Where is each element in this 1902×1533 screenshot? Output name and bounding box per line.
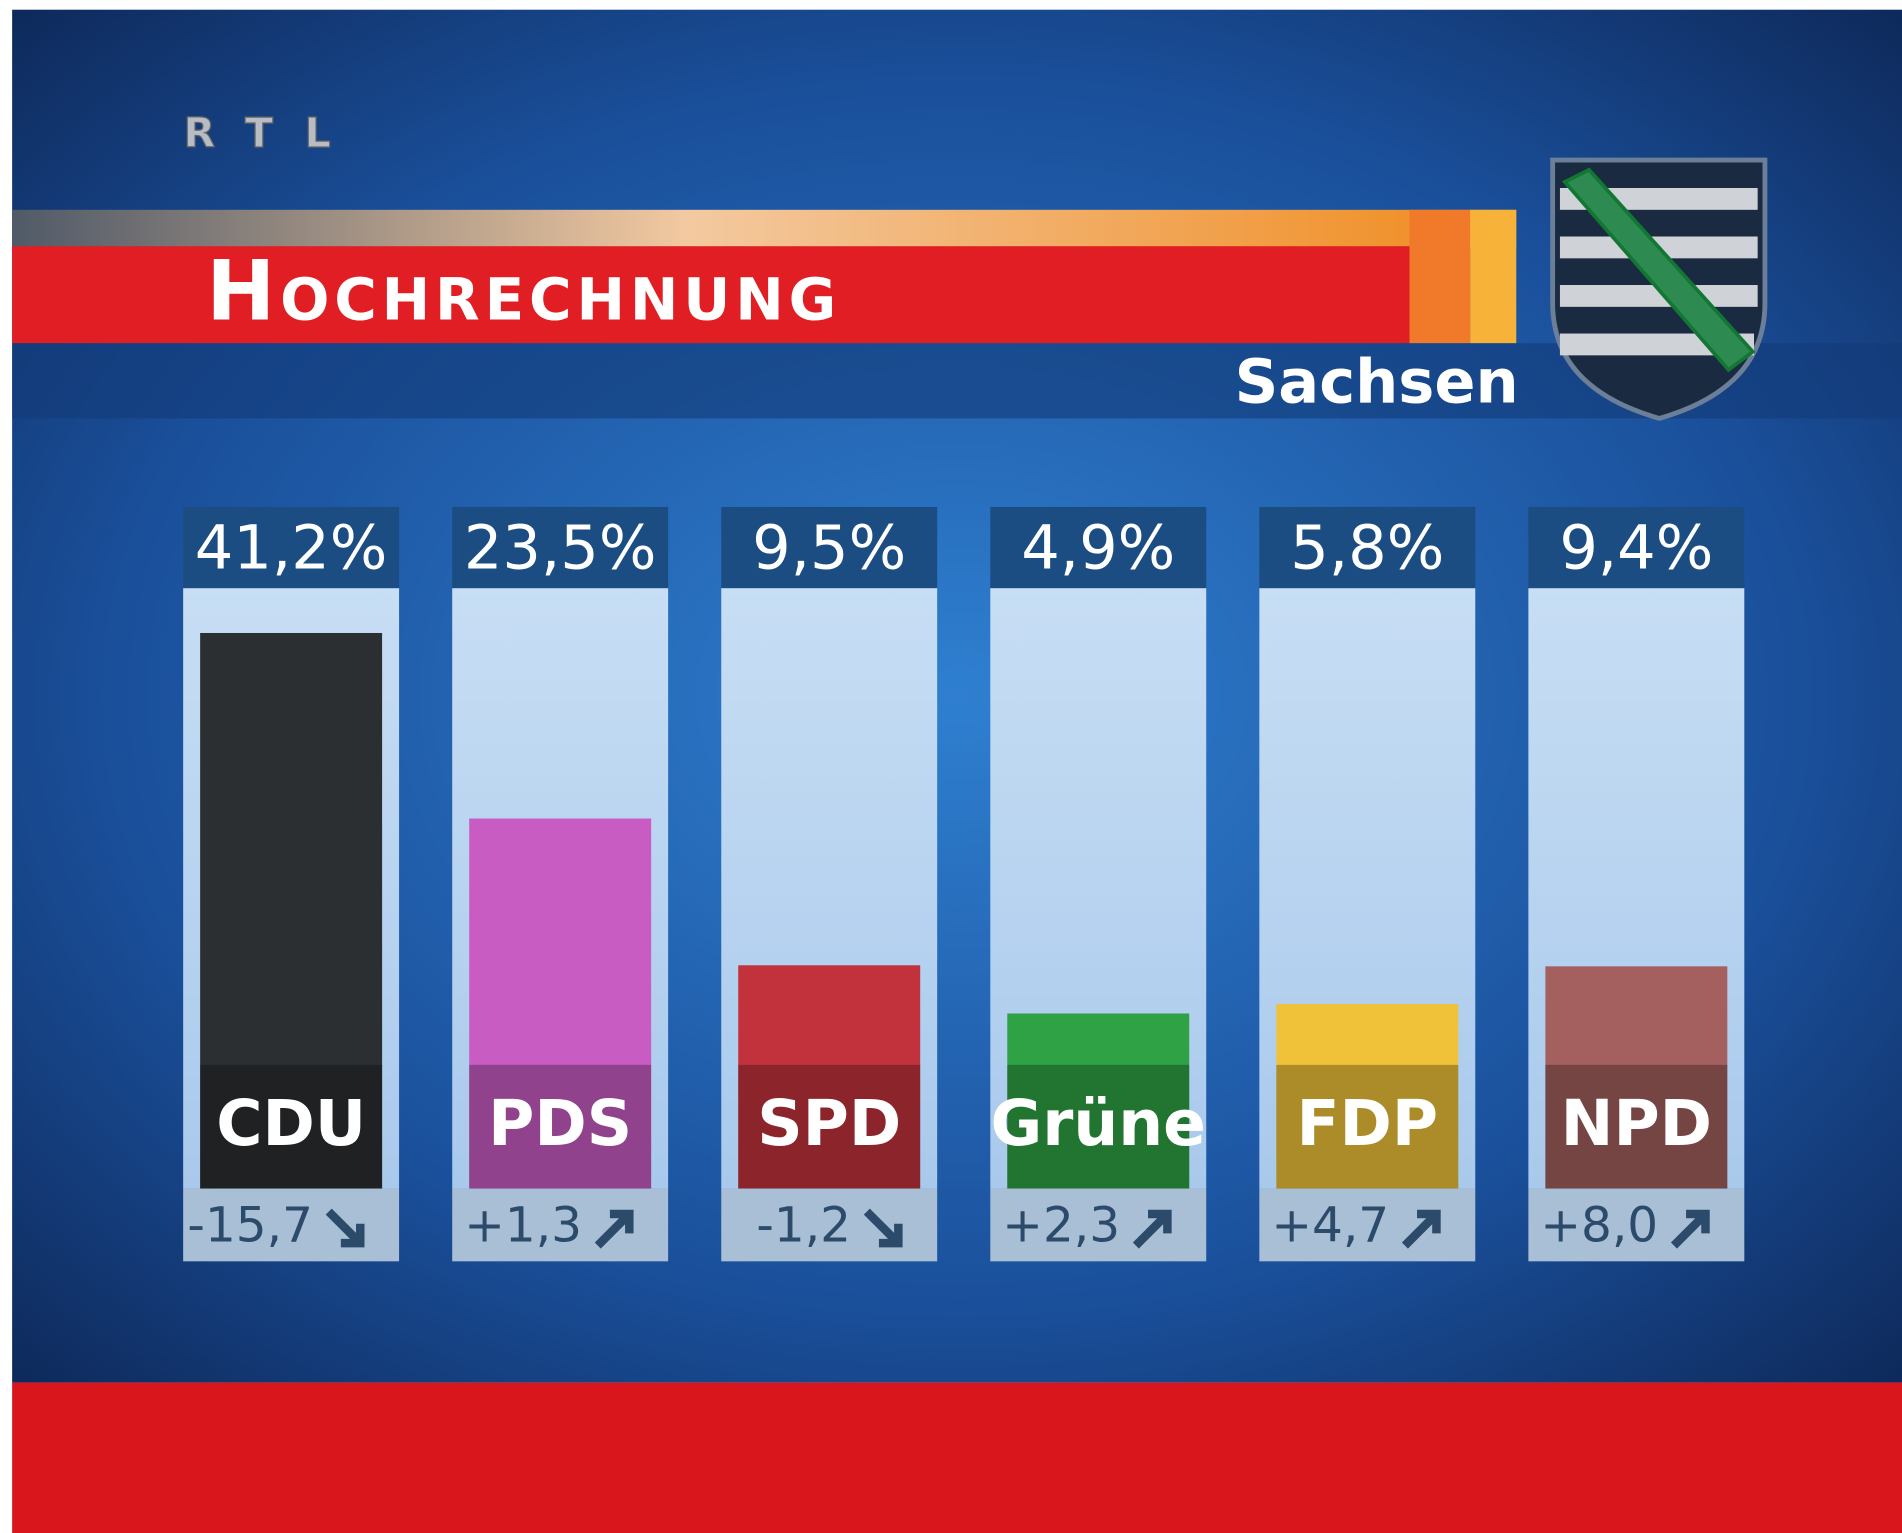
party-label: NPD [1561,1086,1712,1160]
bar [469,818,652,1189]
value-box [183,506,400,589]
logo: RTL [183,109,362,157]
change-arrow [1132,1209,1172,1249]
title-band [12,246,1410,344]
value-box [1528,506,1745,589]
bar-label-area [738,1064,921,1189]
value-label: 23,5% [464,513,657,583]
bar [1276,1004,1459,1189]
party-label: SPD [757,1086,901,1160]
value-box [990,506,1207,589]
party-label: FDP [1296,1086,1438,1160]
change-label: +2,3 [1002,1198,1120,1254]
change-label: +1,3 [464,1198,582,1254]
bar-label-area [469,1064,652,1189]
change-arrow [1670,1209,1710,1249]
change-label: +8,0 [1540,1198,1658,1254]
subtitle: Sachsen [1235,347,1519,417]
change-label: -15,7 [187,1198,313,1254]
value-box [452,506,669,589]
change-label: +4,7 [1271,1198,1389,1254]
title-block [1470,209,1517,344]
bar-label-area [1545,1064,1728,1189]
value-label: 5,8% [1290,513,1444,583]
party-label: CDU [216,1086,366,1160]
value-label: 9,5% [752,513,906,583]
coat-of-arms [1550,157,1768,421]
change-label: -1,2 [756,1198,851,1254]
party-label: PDS [488,1086,632,1160]
change-arrow [325,1208,365,1248]
title: Hochrechnung [206,244,841,340]
bottom-band [12,1382,1902,1533]
title-strip [12,209,1517,249]
bar [200,632,383,1189]
bar [1545,966,1728,1189]
bar-label-area [200,1064,383,1189]
bar [1007,1013,1190,1189]
change-arrow [863,1208,903,1248]
bar-label-area [1007,1064,1190,1189]
party-label: Grüne [991,1086,1206,1160]
value-box [1259,506,1476,589]
value-label: 9,4% [1559,513,1713,583]
change-arrow [594,1209,634,1249]
bar-label-area [1276,1064,1459,1189]
bar [738,965,921,1189]
value-label: 4,9% [1021,513,1175,583]
title-block [1409,209,1471,344]
value-box [721,506,938,589]
change-arrow [1401,1209,1441,1249]
value-label: 41,2% [195,513,388,583]
